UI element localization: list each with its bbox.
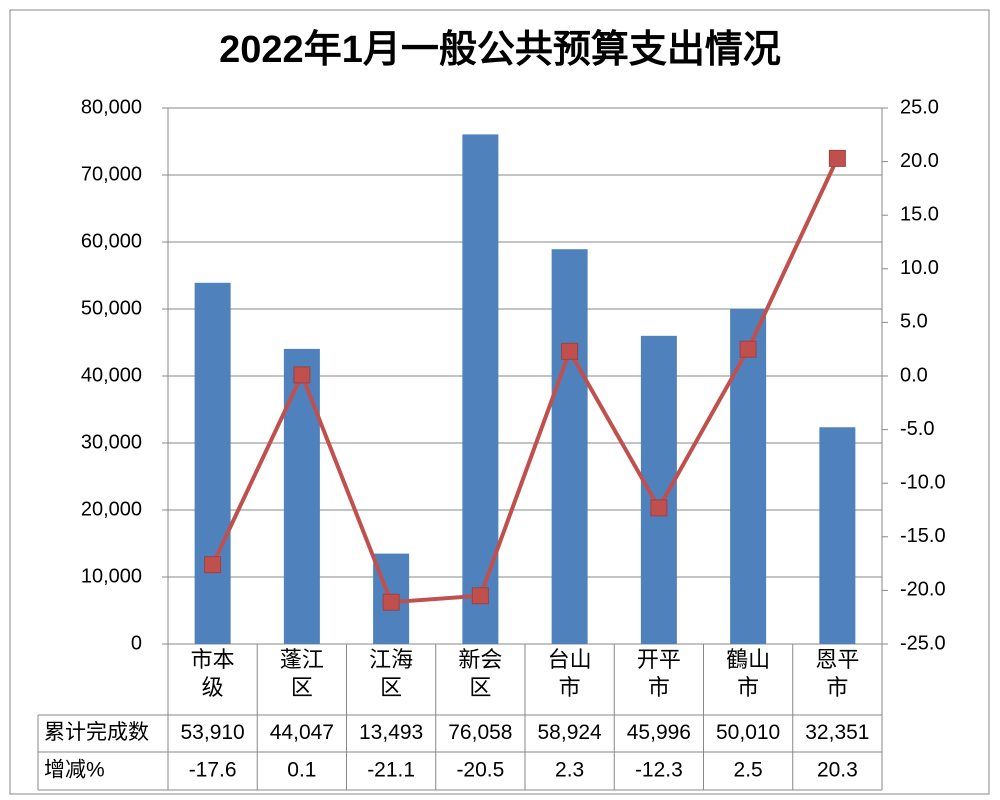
y-tick-label: 30,000 <box>81 431 142 453</box>
table-value: 58,924 <box>538 721 603 744</box>
table-value: 76,058 <box>448 721 512 744</box>
y-tick-label: 50,000 <box>81 297 142 319</box>
marker <box>561 342 579 360</box>
x-tick-label: 蓬江区 <box>279 647 324 700</box>
y-tick-label: 60,000 <box>81 230 142 252</box>
y-tick-label: 10,000 <box>81 565 142 587</box>
line <box>210 157 840 605</box>
bar <box>194 282 231 644</box>
x-tick-label: 恩平市 <box>815 647 860 700</box>
y2-tick-label: 15.0 <box>900 203 939 225</box>
y2-tick-label: -15.0 <box>900 525 946 547</box>
x-tick-label: 开平市 <box>636 647 681 700</box>
bar <box>730 308 767 644</box>
table-value: -20.5 <box>456 759 504 782</box>
y-tick-label: 80,000 <box>81 96 142 118</box>
x-tick-label-box: 台山市 <box>547 647 592 700</box>
y2-tick-label: -20.0 <box>900 579 946 601</box>
table-value: 45,996 <box>627 721 691 744</box>
x-tick-label: 台山市 <box>547 647 592 700</box>
table-value: 32,351 <box>805 721 869 744</box>
y-tick-label: 40,000 <box>81 364 142 386</box>
y2-tick-label: 5.0 <box>900 311 928 333</box>
bar <box>462 134 499 644</box>
marker <box>382 593 400 611</box>
table-value: -17.6 <box>189 759 237 782</box>
x-tick-label-box: 恩平市 <box>815 647 860 700</box>
marker <box>739 340 757 358</box>
bar <box>283 348 320 644</box>
x-tick-label-box: 新会区 <box>458 647 503 700</box>
table-value: -12.3 <box>635 759 683 782</box>
y-tick-label: 70,000 <box>81 163 142 185</box>
table-value: 50,010 <box>716 721 780 744</box>
x-tick-label: 鶴山市 <box>726 647 771 700</box>
y2-tick-label: 25.0 <box>900 96 939 118</box>
legend-label: 增减% <box>44 759 105 782</box>
bar <box>551 249 588 644</box>
marker <box>293 366 311 384</box>
x-tick-label-box: 江海区 <box>369 647 414 700</box>
table-value: -21.1 <box>367 759 415 782</box>
x-tick-label-box: 开平市 <box>636 647 681 700</box>
y2-tick-label: 0.0 <box>900 364 928 386</box>
x-tick-label-box: 蓬江区 <box>279 647 324 700</box>
bar <box>640 335 677 644</box>
marker <box>471 587 489 605</box>
legend-label: 累计完成数 <box>44 721 149 744</box>
table-value: 0.1 <box>287 759 316 782</box>
table-value: 44,047 <box>270 721 334 744</box>
x-tick-label-box: 市本级 <box>190 647 235 700</box>
marker <box>828 149 846 167</box>
chart-title: 2022年1月一般公共预算支出情况 <box>219 29 781 71</box>
x-tick-label: 市本级 <box>190 647 235 700</box>
y2-tick-label: 20.0 <box>900 150 939 172</box>
x-tick-label: 江海区 <box>369 647 414 700</box>
y2-tick-label: 10.0 <box>900 257 939 279</box>
table-value: 53,910 <box>181 721 245 744</box>
bar <box>819 427 856 644</box>
marker <box>650 499 668 517</box>
y2-tick-label: -5.0 <box>900 418 934 440</box>
table-value: 20.3 <box>817 759 858 782</box>
chart-border <box>9 9 990 795</box>
x-tick-label: 新会区 <box>458 647 503 700</box>
y-tick-label: 0 <box>131 632 142 654</box>
table-value: 2.5 <box>734 759 763 782</box>
table-value: 13,493 <box>359 721 423 744</box>
y2-tick-label: -25.0 <box>900 632 946 654</box>
x-tick-label-box: 鶴山市 <box>726 647 771 700</box>
table-value: 2.3 <box>555 759 584 782</box>
y2-tick-label: -10.0 <box>900 471 946 493</box>
y-tick-label: 20,000 <box>81 498 142 520</box>
marker <box>204 556 222 574</box>
